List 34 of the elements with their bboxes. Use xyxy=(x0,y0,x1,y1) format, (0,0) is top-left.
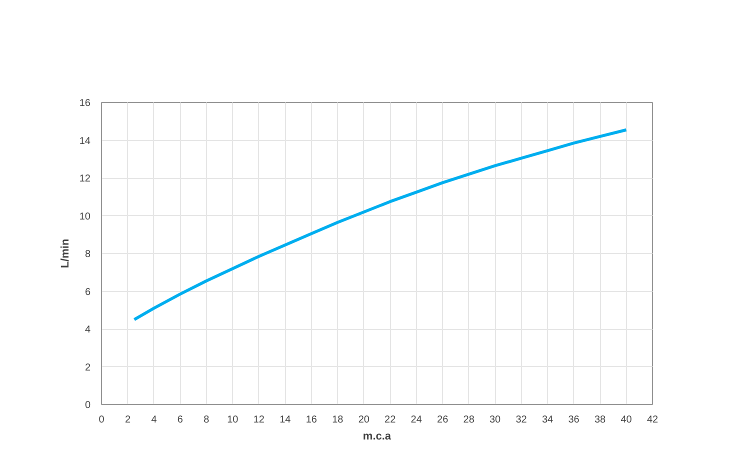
y-tick-label: 4 xyxy=(84,324,91,336)
x-tick-label: 22 xyxy=(384,414,396,426)
y-tick-label: 6 xyxy=(84,286,91,298)
x-tick-label: 28 xyxy=(463,414,475,426)
x-tick-label: 12 xyxy=(253,414,265,426)
y-tick-label: 12 xyxy=(79,174,91,184)
x-tick-label: 2 xyxy=(124,414,131,426)
x-tick-label: 38 xyxy=(594,414,606,426)
x-tick-label: 8 xyxy=(204,414,210,426)
x-tick-label: 26 xyxy=(437,414,449,426)
y-tick-label: 2 xyxy=(84,362,91,374)
x-tick-label: 32 xyxy=(516,414,528,426)
x-tick-label: 16 xyxy=(306,414,318,426)
x-tick-label: 14 xyxy=(280,414,292,426)
x-tick-label: 4 xyxy=(151,414,158,426)
y-axis-title: L/min xyxy=(59,238,72,268)
x-tick-label: 0 xyxy=(98,414,105,426)
x-tick-label: 34 xyxy=(542,414,554,426)
line-series xyxy=(132,128,628,322)
x-tick-label: 40 xyxy=(620,414,632,426)
x-tick-label: 42 xyxy=(646,414,658,426)
x-tick-label: 6 xyxy=(177,414,184,426)
x-tick-label: 10 xyxy=(227,414,239,426)
x-tick-label: 36 xyxy=(568,414,580,426)
y-tick-label: 14 xyxy=(79,136,91,147)
x-tick-label: 20 xyxy=(358,414,370,426)
y-tick-label: 10 xyxy=(79,211,91,222)
y-tick-label: 16 xyxy=(79,98,91,109)
x-tick-label: 18 xyxy=(332,414,344,426)
y-tick-label: 0 xyxy=(84,400,91,411)
x-tick-label: 30 xyxy=(490,414,502,426)
x-axis-title: m.c.a xyxy=(362,430,392,442)
y-tick-label: 8 xyxy=(84,249,91,260)
x-tick-label: 24 xyxy=(410,414,422,426)
